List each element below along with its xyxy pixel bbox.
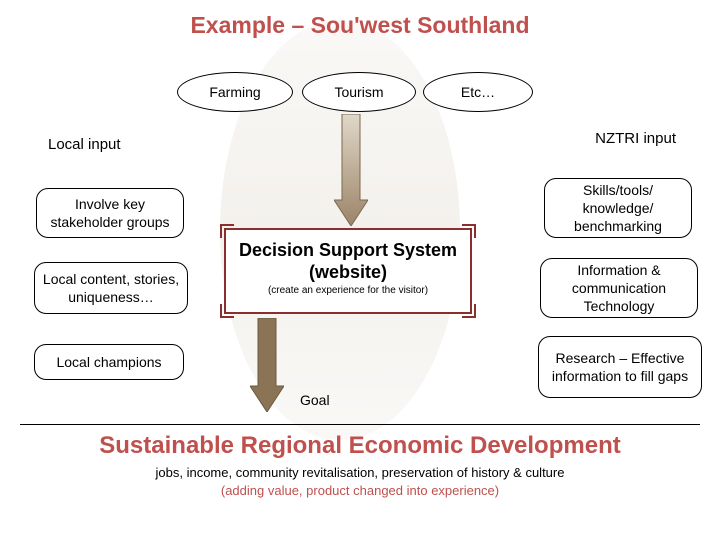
right-box-1: Information & communication Technology	[540, 258, 698, 318]
left-box-2: Local champions	[34, 344, 184, 380]
left-box-1: Local content, stories, uniqueness…	[34, 262, 188, 314]
arrow-center-to-goal	[250, 318, 284, 412]
goal-label: Goal	[300, 392, 330, 408]
right-box-2: Research – Effective information to fill…	[538, 336, 702, 398]
goal-subtext-line1: jobs, income, community revitalisation, …	[156, 465, 565, 480]
left-box-0: Involve key stakeholder groups	[36, 188, 184, 238]
right-input-label: NZTRI input	[595, 130, 676, 147]
left-input-label: Local input	[48, 136, 121, 153]
corner-decoration	[220, 224, 234, 238]
top-oval-1: Tourism	[302, 72, 416, 112]
corner-decoration	[462, 304, 476, 318]
right-box-0: Skills/tools/ knowledge/ benchmarking	[544, 178, 692, 238]
corner-decoration	[220, 304, 234, 318]
corner-decoration	[462, 224, 476, 238]
top-oval-0: Farming	[177, 72, 293, 112]
goal-heading: Sustainable Regional Economic Developmen…	[0, 432, 720, 460]
center-subtitle: (create an experience for the visitor)	[234, 285, 462, 296]
decision-support-box: Decision Support System (website) (creat…	[224, 228, 472, 314]
goal-subtext-line2: (adding value, product changed into expe…	[221, 483, 499, 498]
goal-subtext: jobs, income, community revitalisation, …	[0, 464, 720, 500]
arrow-top-to-center	[334, 114, 368, 226]
top-oval-2: Etc…	[423, 72, 533, 112]
goal-divider	[20, 424, 700, 425]
center-title: Decision Support System (website)	[234, 240, 462, 283]
page-title: Example – Sou'west Southland	[0, 12, 720, 39]
